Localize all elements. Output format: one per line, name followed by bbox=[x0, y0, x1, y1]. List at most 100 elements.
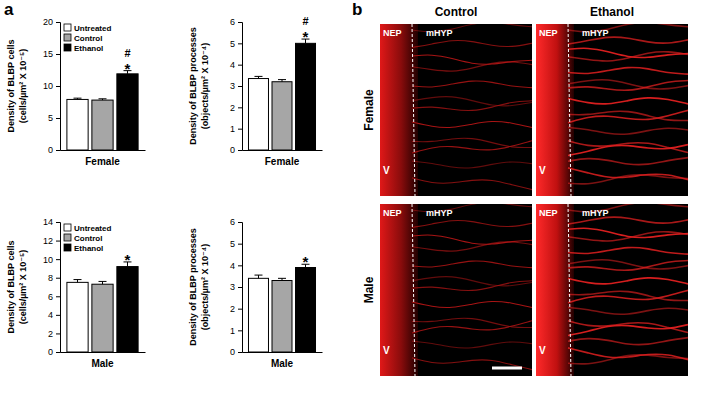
glial-process bbox=[412, 178, 532, 190]
image-background bbox=[380, 204, 532, 376]
y-tick: 10 bbox=[43, 81, 60, 91]
tick-mark bbox=[56, 118, 60, 119]
y-tick: 10 bbox=[43, 255, 60, 265]
panel-label: a bbox=[4, 0, 14, 19]
x-tick: Female bbox=[265, 156, 300, 167]
tick-mark bbox=[56, 222, 60, 223]
tick-mark bbox=[238, 107, 242, 108]
legend-label: Control bbox=[74, 234, 102, 243]
glial-process bbox=[412, 277, 532, 286]
y-tick: 5 bbox=[48, 113, 60, 123]
plot-area bbox=[67, 71, 138, 150]
glial-process bbox=[412, 62, 532, 71]
glial-process bbox=[568, 290, 688, 302]
glial-process bbox=[568, 141, 688, 153]
tick-label: 4 bbox=[230, 261, 235, 271]
y-tick: 2 bbox=[230, 304, 242, 314]
axis-line bbox=[56, 223, 61, 353]
glial-process bbox=[412, 55, 532, 64]
tick-label: 5 bbox=[48, 113, 53, 123]
legend-swatch bbox=[64, 44, 71, 51]
significance-mark: * bbox=[303, 28, 309, 45]
row-title: Male bbox=[362, 276, 376, 303]
tick-label: 6 bbox=[230, 17, 235, 27]
axis-line bbox=[238, 223, 243, 353]
glial-process bbox=[568, 217, 688, 224]
nep-layer bbox=[536, 204, 574, 376]
tick-mark bbox=[238, 309, 242, 310]
tick-mark bbox=[238, 43, 242, 44]
boundary-line bbox=[412, 204, 415, 376]
legend-swatch bbox=[64, 224, 71, 231]
column-title: Ethanol bbox=[590, 5, 634, 19]
glial-process bbox=[568, 67, 688, 74]
y-tick: 6 bbox=[48, 292, 60, 302]
tick-label: 0 bbox=[230, 145, 235, 155]
y-tick: 14 bbox=[43, 217, 60, 227]
glial-process bbox=[412, 97, 532, 106]
legend-label: Ethanol bbox=[74, 244, 103, 253]
y-axis: 05101520 bbox=[43, 17, 61, 155]
y-axis-title: Density of BLBP cells bbox=[6, 40, 16, 133]
micrograph bbox=[380, 24, 532, 196]
y-tick: 3 bbox=[230, 81, 242, 91]
tick-mark bbox=[238, 287, 242, 288]
legend-label: Untreated bbox=[74, 24, 111, 33]
tick-mark bbox=[238, 86, 242, 87]
tick-label: 2 bbox=[48, 329, 53, 339]
y-tick: 6 bbox=[230, 17, 242, 27]
glial-process bbox=[412, 301, 532, 307]
y-axis-title: (objects/µm² X 10⁻⁴) bbox=[200, 244, 210, 330]
bar bbox=[67, 282, 88, 352]
legend-swatch bbox=[64, 234, 71, 241]
glial-process bbox=[568, 338, 688, 345]
y-axis-title: Density of BLBP cells bbox=[6, 241, 16, 334]
ventricle-label: V bbox=[383, 165, 390, 176]
error-bar bbox=[278, 80, 286, 82]
boundary-line bbox=[568, 24, 571, 196]
y-axis-title: (cells/µm² X 10⁻⁵) bbox=[18, 250, 28, 325]
y-tick: 5 bbox=[230, 39, 242, 49]
tick-label: 3 bbox=[230, 282, 235, 292]
glial-process bbox=[412, 101, 532, 111]
y-axis-title: Density of BLBP processes bbox=[188, 228, 198, 345]
y-axis: 0123456 bbox=[230, 217, 243, 357]
legend-swatch bbox=[64, 24, 71, 31]
tick-mark bbox=[56, 22, 60, 23]
glial-process bbox=[568, 261, 688, 271]
x-axis: Male bbox=[243, 353, 323, 370]
bar bbox=[117, 267, 138, 352]
tick-label: 10 bbox=[43, 255, 53, 265]
y-tick: 2 bbox=[230, 103, 242, 113]
ventricle-label: V bbox=[539, 345, 546, 356]
glial-process bbox=[568, 48, 688, 57]
bar bbox=[296, 268, 316, 353]
region-label: NEP bbox=[383, 28, 402, 38]
tick-label: 10 bbox=[43, 81, 53, 91]
glial-process bbox=[568, 110, 688, 122]
bar bbox=[296, 43, 316, 150]
error-bar bbox=[254, 76, 262, 78]
tick-label: 4 bbox=[230, 60, 235, 70]
glial-process bbox=[412, 281, 532, 291]
tick-label: 1 bbox=[230, 326, 235, 336]
image-background bbox=[536, 24, 688, 196]
tick-label: 0 bbox=[230, 347, 235, 357]
boundary-line bbox=[412, 24, 415, 196]
tick-mark bbox=[56, 259, 60, 260]
glial-process bbox=[568, 232, 688, 241]
scale-bar bbox=[492, 367, 522, 370]
image-background bbox=[380, 24, 532, 196]
bar-chart: #*05101520FemaleDensity of BLBP cells(ce… bbox=[6, 17, 146, 167]
tick-label: 5 bbox=[230, 239, 235, 249]
glial-process bbox=[568, 321, 688, 333]
tick-label: 1 bbox=[230, 124, 235, 134]
y-tick: 0 bbox=[230, 347, 242, 357]
bar bbox=[248, 278, 268, 352]
bar-chart: *0123456MaleDensity of BLBP processes(ob… bbox=[188, 217, 323, 369]
bar-chart: *02468101214MaleDensity of BLBP cells(ce… bbox=[6, 217, 146, 369]
tick-mark bbox=[56, 241, 60, 242]
glial-process bbox=[568, 127, 688, 134]
micrograph bbox=[380, 204, 532, 376]
y-tick: 3 bbox=[230, 282, 242, 292]
